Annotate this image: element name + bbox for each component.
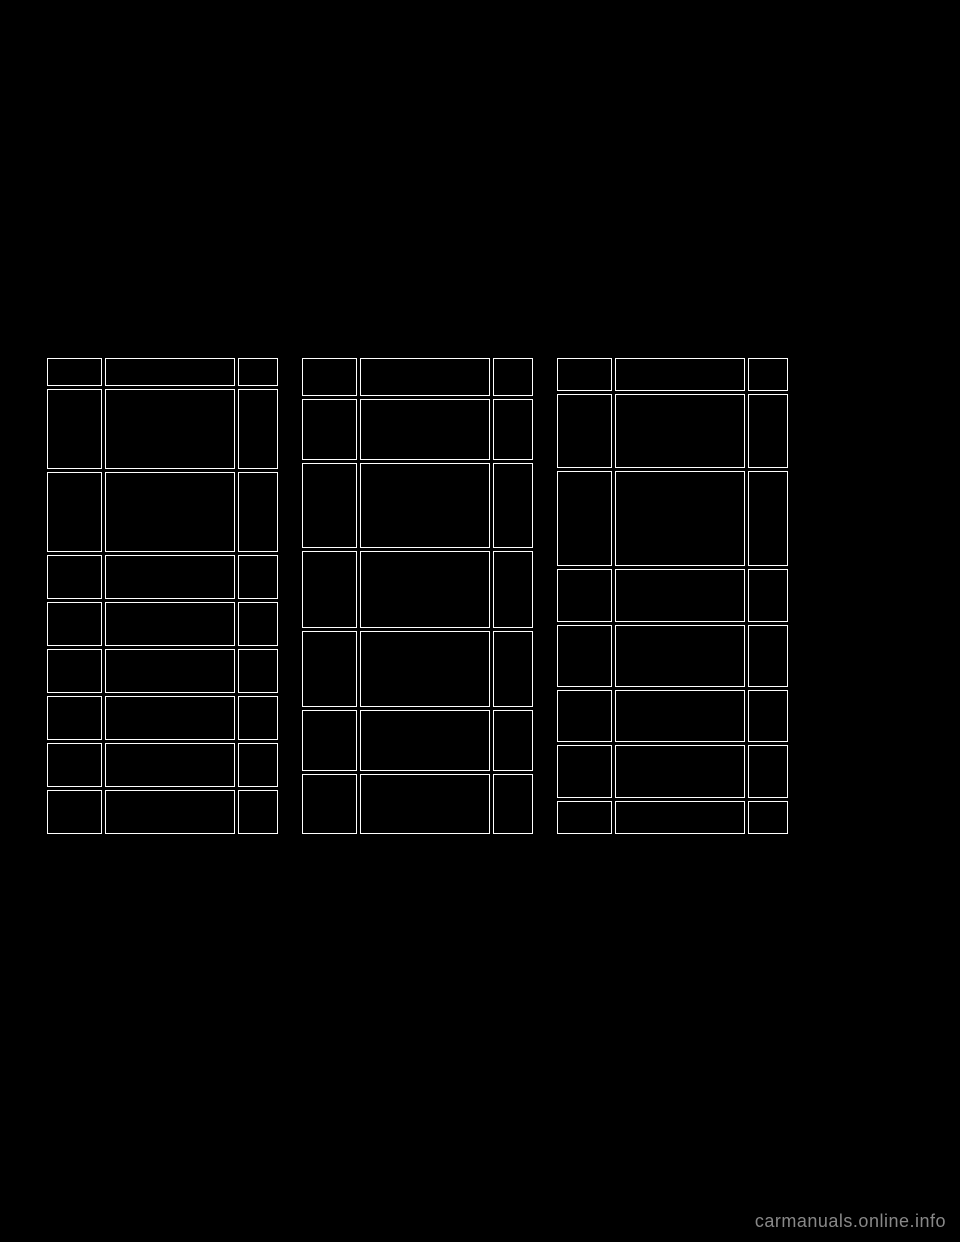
cell-t1-r5-c0 (47, 649, 102, 693)
cell-t3-r3-c2 (748, 569, 788, 621)
cell-t3-r1-c1 (615, 394, 745, 468)
cell-t2-r1-c1 (360, 399, 490, 459)
cell-t2-r5-c1 (360, 710, 490, 770)
cell-t2-r2-c1 (360, 463, 490, 548)
cell-t2-r5-c0 (302, 710, 357, 770)
cell-t3-r6-c1 (615, 745, 745, 797)
tables-container (44, 355, 791, 837)
cell-t1-r0-c1 (105, 358, 235, 386)
cell-t3-r4-c2 (748, 625, 788, 687)
cell-t3-r7-c0 (557, 801, 612, 834)
cell-t1-r6-c2 (238, 696, 278, 740)
cell-t2-r4-c0 (302, 631, 357, 708)
cell-t2-r3-c2 (493, 551, 533, 628)
cell-t1-r1-c0 (47, 389, 102, 469)
cell-t3-r2-c1 (615, 471, 745, 566)
table-2 (299, 355, 536, 837)
cell-t1-r4-c0 (47, 602, 102, 646)
cell-t1-r4-c2 (238, 602, 278, 646)
cell-t3-r2-c0 (557, 471, 612, 566)
cell-t2-r3-c1 (360, 551, 490, 628)
cell-t1-r8-c2 (238, 790, 278, 834)
cell-t3-r3-c1 (615, 569, 745, 621)
cell-t3-r0-c1 (615, 358, 745, 391)
cell-t2-r1-c2 (493, 399, 533, 459)
cell-t1-r7-c1 (105, 743, 235, 787)
cell-t1-r2-c0 (47, 472, 102, 552)
cell-t1-r7-c0 (47, 743, 102, 787)
cell-t2-r2-c0 (302, 463, 357, 548)
cell-t2-r3-c0 (302, 551, 357, 628)
cell-t3-r7-c2 (748, 801, 788, 834)
cell-t2-r0-c2 (493, 358, 533, 396)
cell-t3-r1-c2 (748, 394, 788, 468)
cell-t2-r6-c1 (360, 774, 490, 834)
cell-t2-r4-c2 (493, 631, 533, 708)
cell-t2-r1-c0 (302, 399, 357, 459)
cell-t2-r6-c0 (302, 774, 357, 834)
cell-t2-r0-c0 (302, 358, 357, 396)
cell-t1-r6-c1 (105, 696, 235, 740)
cell-t3-r0-c0 (557, 358, 612, 391)
cell-t2-r5-c2 (493, 710, 533, 770)
cell-t1-r0-c2 (238, 358, 278, 386)
cell-t2-r6-c2 (493, 774, 533, 834)
cell-t3-r2-c2 (748, 471, 788, 566)
cell-t1-r4-c1 (105, 602, 235, 646)
cell-t1-r3-c2 (238, 555, 278, 599)
cell-t3-r6-c0 (557, 745, 612, 797)
cell-t1-r2-c1 (105, 472, 235, 552)
cell-t1-r0-c0 (47, 358, 102, 386)
cell-t3-r3-c0 (557, 569, 612, 621)
cell-t1-r8-c1 (105, 790, 235, 834)
cell-t2-r0-c1 (360, 358, 490, 396)
cell-t1-r1-c2 (238, 389, 278, 469)
table-1 (44, 355, 281, 837)
footer-watermark: carmanuals.online.info (755, 1211, 946, 1232)
cell-t1-r5-c2 (238, 649, 278, 693)
cell-t1-r1-c1 (105, 389, 235, 469)
cell-t2-r2-c2 (493, 463, 533, 548)
cell-t3-r5-c1 (615, 690, 745, 742)
cell-t3-r0-c2 (748, 358, 788, 391)
cell-t3-r1-c0 (557, 394, 612, 468)
cell-t1-r7-c2 (238, 743, 278, 787)
cell-t1-r3-c1 (105, 555, 235, 599)
cell-t3-r7-c1 (615, 801, 745, 834)
cell-t1-r2-c2 (238, 472, 278, 552)
cell-t1-r8-c0 (47, 790, 102, 834)
cell-t1-r5-c1 (105, 649, 235, 693)
cell-t1-r6-c0 (47, 696, 102, 740)
cell-t3-r4-c1 (615, 625, 745, 687)
cell-t3-r4-c0 (557, 625, 612, 687)
table-3 (554, 355, 791, 837)
cell-t3-r5-c2 (748, 690, 788, 742)
cell-t1-r3-c0 (47, 555, 102, 599)
cell-t2-r4-c1 (360, 631, 490, 708)
cell-t3-r5-c0 (557, 690, 612, 742)
cell-t3-r6-c2 (748, 745, 788, 797)
